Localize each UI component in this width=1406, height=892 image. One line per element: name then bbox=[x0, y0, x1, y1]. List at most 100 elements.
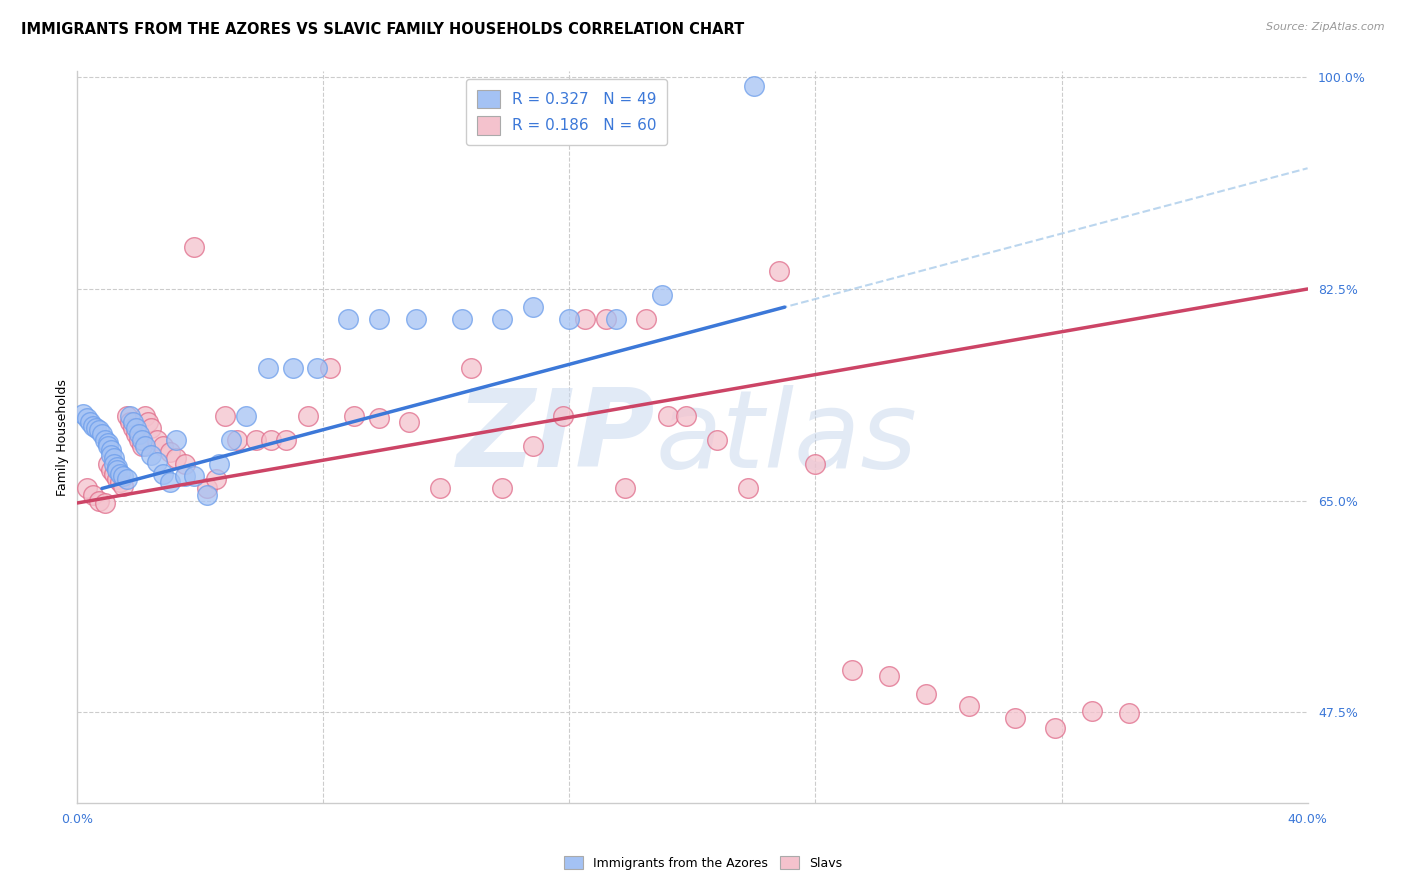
Point bbox=[636, 312, 658, 326]
Point bbox=[112, 479, 135, 493]
Point bbox=[429, 482, 451, 496]
Point bbox=[121, 415, 143, 429]
Point bbox=[134, 439, 156, 453]
Point bbox=[260, 433, 283, 447]
Point bbox=[115, 409, 138, 423]
Point bbox=[159, 445, 181, 459]
Point bbox=[110, 467, 132, 481]
Point bbox=[307, 360, 329, 375]
Point bbox=[367, 411, 389, 425]
Point bbox=[105, 472, 128, 486]
Point bbox=[103, 467, 125, 481]
Point bbox=[491, 312, 513, 326]
Legend: Immigrants from the Azores, Slavs: Immigrants from the Azores, Slavs bbox=[560, 852, 846, 875]
Point bbox=[100, 442, 122, 457]
Point bbox=[121, 421, 143, 435]
Point bbox=[574, 312, 596, 326]
Point bbox=[174, 457, 197, 471]
Point bbox=[195, 487, 218, 501]
Point bbox=[245, 433, 267, 447]
Point bbox=[605, 312, 627, 326]
Point bbox=[183, 469, 205, 483]
Y-axis label: Family Households: Family Households bbox=[56, 378, 69, 496]
Point bbox=[94, 496, 117, 510]
Point bbox=[118, 409, 141, 423]
Point bbox=[235, 409, 257, 423]
Point bbox=[125, 421, 148, 435]
Point bbox=[152, 439, 174, 453]
Point bbox=[131, 433, 153, 447]
Point bbox=[103, 457, 125, 471]
Point bbox=[97, 435, 120, 450]
Point bbox=[115, 472, 138, 486]
Point bbox=[675, 409, 697, 423]
Point bbox=[957, 699, 980, 714]
Point bbox=[105, 463, 128, 477]
Point bbox=[105, 459, 128, 474]
Point bbox=[214, 409, 236, 423]
Text: atlas: atlas bbox=[655, 384, 918, 490]
Point bbox=[100, 463, 122, 477]
Point bbox=[76, 411, 98, 425]
Point bbox=[141, 421, 163, 435]
Point bbox=[522, 300, 544, 314]
Point bbox=[72, 407, 94, 421]
Point bbox=[128, 427, 150, 442]
Point bbox=[450, 312, 472, 326]
Point bbox=[768, 264, 790, 278]
Point bbox=[297, 409, 319, 423]
Point bbox=[337, 312, 360, 326]
Point bbox=[82, 487, 104, 501]
Point bbox=[558, 312, 581, 326]
Point bbox=[165, 433, 187, 447]
Point bbox=[128, 433, 150, 447]
Point bbox=[195, 482, 218, 496]
Point bbox=[553, 409, 575, 423]
Point bbox=[110, 475, 132, 490]
Text: ZIP: ZIP bbox=[457, 384, 655, 490]
Legend: R = 0.327   N = 49, R = 0.186   N = 60: R = 0.327 N = 49, R = 0.186 N = 60 bbox=[467, 79, 668, 145]
Point bbox=[84, 421, 107, 435]
Point bbox=[76, 482, 98, 496]
Point bbox=[879, 669, 901, 683]
Point bbox=[522, 439, 544, 453]
Point bbox=[146, 455, 169, 469]
Point bbox=[87, 493, 110, 508]
Point bbox=[90, 427, 114, 442]
Point bbox=[742, 78, 765, 93]
Point bbox=[152, 467, 174, 481]
Point bbox=[174, 469, 197, 483]
Point bbox=[651, 288, 673, 302]
Point bbox=[112, 469, 135, 483]
Point bbox=[159, 475, 181, 490]
Point bbox=[82, 418, 104, 433]
Point bbox=[318, 360, 340, 375]
Point bbox=[343, 409, 366, 423]
Point bbox=[125, 427, 148, 442]
Point bbox=[460, 360, 482, 375]
Point bbox=[915, 687, 938, 701]
Point bbox=[613, 482, 636, 496]
Point bbox=[657, 409, 679, 423]
Point bbox=[165, 451, 187, 466]
Point bbox=[208, 457, 231, 471]
Point bbox=[118, 415, 141, 429]
Point bbox=[276, 433, 298, 447]
Point bbox=[183, 240, 205, 254]
Point bbox=[219, 433, 242, 447]
Point bbox=[136, 415, 159, 429]
Point bbox=[405, 312, 427, 326]
Text: Source: ZipAtlas.com: Source: ZipAtlas.com bbox=[1267, 22, 1385, 32]
Point bbox=[1004, 711, 1026, 725]
Point bbox=[204, 472, 226, 486]
Point bbox=[804, 457, 827, 471]
Point bbox=[97, 439, 120, 453]
Point bbox=[87, 424, 110, 438]
Point bbox=[841, 663, 863, 677]
Point bbox=[706, 433, 728, 447]
Point bbox=[103, 451, 125, 466]
Point bbox=[367, 312, 389, 326]
Point bbox=[226, 433, 249, 447]
Point bbox=[134, 409, 156, 423]
Point bbox=[1081, 704, 1104, 718]
